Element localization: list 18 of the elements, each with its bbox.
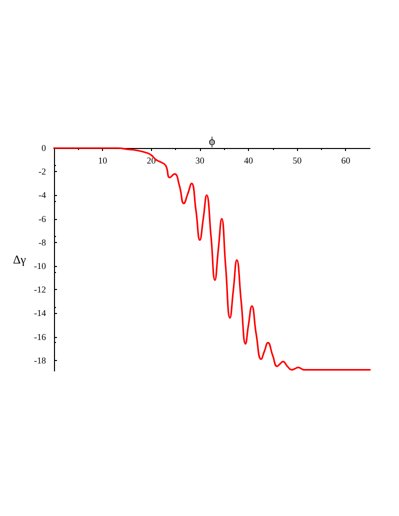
y-tick-label: -6 (38, 214, 46, 224)
x-tick-label: 60 (341, 156, 351, 166)
y-tick-label: -2 (38, 166, 46, 177)
x-tick-label: 40 (244, 156, 254, 166)
y-tick-label: -4 (38, 190, 46, 200)
x-tick-label: 50 (292, 156, 302, 166)
y-axis-title: Δγ (12, 252, 27, 266)
y-tick-label: -14 (34, 308, 46, 318)
y-tick-label: -10 (34, 260, 46, 271)
y-tick-label: -8 (38, 237, 46, 248)
y-tick-label: -16 (34, 332, 46, 342)
y-tick-label: 0 (42, 143, 46, 153)
y-tick-label: -18 (34, 355, 46, 366)
x-tick-label: 30 (195, 156, 205, 166)
x-tick-label: 10 (98, 156, 108, 166)
line-series (53, 147, 371, 371)
x-axis-title: ϕ (208, 134, 216, 148)
y-tick-label: -12 (34, 284, 46, 295)
